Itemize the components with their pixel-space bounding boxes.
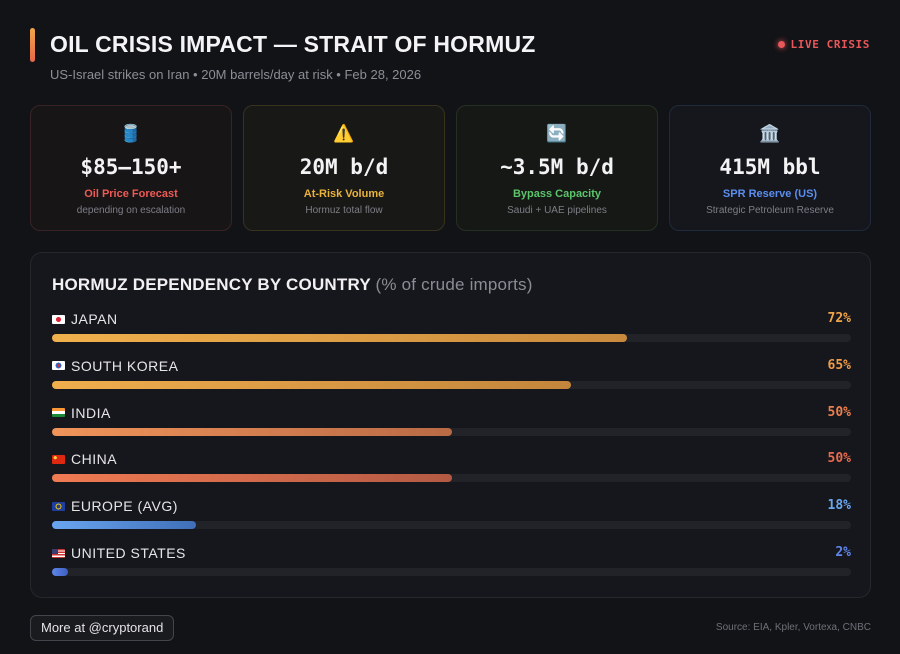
more-at-button[interactable]: More at @cryptorand: [30, 615, 175, 641]
country-name: UNITED STATES: [52, 545, 186, 561]
bar-track: [52, 521, 851, 530]
stat-label: At-Risk Volume: [303, 188, 385, 200]
bar-fill: [52, 521, 196, 530]
country-name: CHINA: [52, 451, 117, 467]
stats-row: 🛢️ $85–150+ Oil Price Forecast depending…: [30, 105, 871, 231]
country-row: SOUTH KOREA 65%: [52, 358, 851, 398]
country-row: INDIA 50%: [52, 405, 851, 445]
country-percent: 50%: [827, 404, 851, 420]
cycle-arrows-icon: 🔄: [546, 124, 568, 143]
source-note: Source: EIA, Kpler, Vortexa, CNBC: [715, 622, 871, 633]
south-korea-flag-icon: [52, 361, 65, 371]
country-name: JAPAN: [52, 311, 118, 327]
country-label: JAPAN: [71, 311, 118, 327]
country-row: EUROPE (AVG) 18%: [52, 498, 851, 538]
eu-flag-icon: [52, 501, 65, 511]
panel-title-unit: (% of crude imports): [375, 275, 533, 294]
country-percent: 50%: [827, 451, 851, 467]
country-row: JAPAN 72%: [52, 311, 851, 351]
panel-title-text: HORMUZ DEPENDENCY BY COUNTRY: [52, 275, 371, 294]
bar-fill: [52, 427, 452, 436]
country-name: INDIA: [52, 405, 111, 421]
country-row: UNITED STATES 2%: [52, 545, 851, 585]
classical-building-icon: 🏛️: [759, 124, 781, 143]
country-percent: 72%: [827, 311, 851, 326]
bar-fill: [52, 568, 68, 576]
stat-card-at-risk-volume: ⚠️ 20M b/d At-Risk Volume Hormuz total f…: [243, 105, 445, 231]
stat-label: Oil Price Forecast: [84, 188, 178, 200]
bar-track: [52, 380, 851, 389]
stat-value: ~3.5M b/d: [500, 155, 614, 179]
country-row: CHINA 50%: [52, 451, 851, 491]
live-crisis-badge: LIVE CRISIS: [777, 38, 870, 51]
bar-track: [52, 334, 851, 342]
bar-track: [52, 427, 851, 436]
stat-value: 415M bbl: [719, 155, 821, 179]
bar-fill: [52, 474, 452, 483]
live-dot-icon: [777, 41, 785, 48]
title-accent-bar: [30, 28, 35, 62]
stat-sub: Hormuz total flow: [305, 205, 383, 216]
page-subtitle: US-Israel strikes on Iran • 20M barrels/…: [50, 67, 422, 82]
stat-card-spr-reserve: 🏛️ 415M bbl SPR Reserve (US) Strategic P…: [669, 105, 871, 231]
country-name: SOUTH KOREA: [52, 358, 178, 374]
country-percent: 18%: [827, 498, 851, 514]
stat-card-oil-price: 🛢️ $85–150+ Oil Price Forecast depending…: [30, 105, 232, 231]
oil-barrel-icon: 🛢️: [120, 124, 142, 143]
country-percent: 65%: [827, 357, 851, 373]
bar-track: [52, 474, 851, 483]
country-percent: 2%: [835, 545, 851, 560]
country-label: CHINA: [71, 451, 118, 468]
page-title: OIL CRISIS IMPACT — STRAIT OF HORMUZ: [50, 31, 536, 57]
japan-flag-icon: [52, 314, 65, 324]
stat-sub: depending on escalation: [76, 205, 186, 216]
bar-fill: [52, 380, 572, 389]
stat-value: 20M b/d: [299, 155, 389, 179]
live-crisis-label: LIVE CRISIS: [790, 38, 870, 51]
country-label: INDIA: [71, 404, 111, 421]
india-flag-icon: [52, 408, 65, 418]
stat-label: SPR Reserve (US): [722, 188, 818, 200]
stat-value: $85–150+: [80, 155, 182, 179]
country-name: EUROPE (AVG): [52, 498, 178, 514]
us-flag-icon: [52, 548, 65, 558]
dependency-panel: HORMUZ DEPENDENCY BY COUNTRY (% of crude…: [30, 252, 871, 598]
warning-icon: ⚠️: [333, 124, 355, 143]
stat-sub: Strategic Petroleum Reserve: [706, 205, 834, 216]
panel-title: HORMUZ DEPENDENCY BY COUNTRY (% of crude…: [52, 275, 533, 295]
bar-fill: [52, 334, 628, 342]
stat-sub: Saudi + UAE pipelines: [507, 205, 607, 216]
stat-label: Bypass Capacity: [512, 188, 602, 200]
country-label: UNITED STATES: [71, 545, 186, 561]
country-label: SOUTH KOREA: [71, 357, 179, 374]
bar-track: [52, 568, 851, 576]
stat-card-bypass-capacity: 🔄 ~3.5M b/d Bypass Capacity Saudi + UAE …: [456, 105, 658, 231]
china-flag-icon: [52, 454, 65, 464]
country-label: EUROPE (AVG): [71, 498, 178, 515]
